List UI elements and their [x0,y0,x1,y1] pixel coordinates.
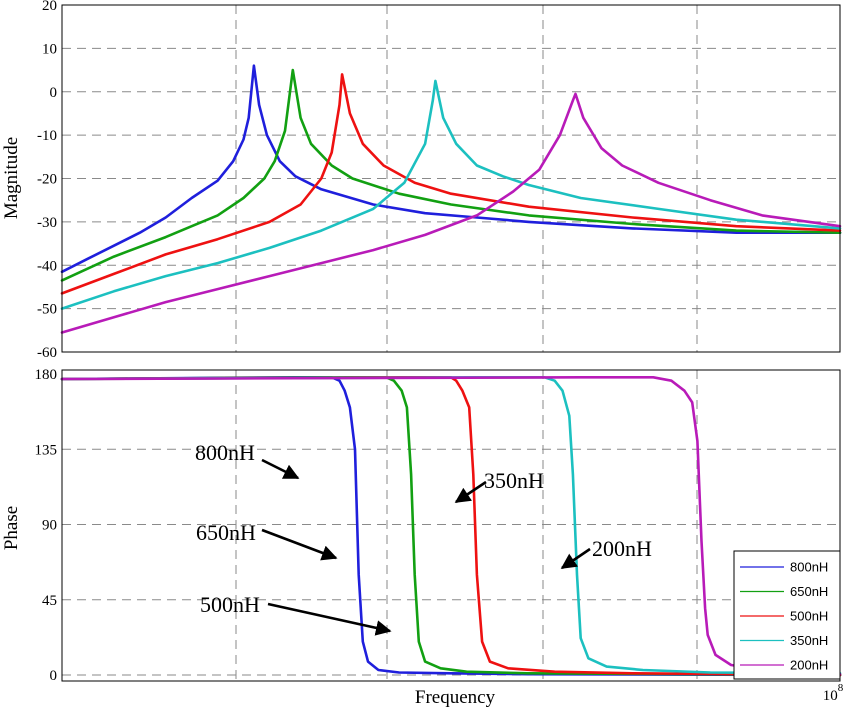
magnitude-y-tick-label: -60 [37,345,57,361]
x-tick-base: 10 [823,688,838,704]
phase-frame [61,369,841,682]
magnitude-y-tick-label: -50 [37,302,57,318]
magnitude-y-tick-label: -40 [37,258,57,274]
phase-y-tick-label: 135 [35,442,58,458]
magnitude-y-tick-label: 0 [50,85,58,101]
magnitude-y-tick-label: 20 [42,0,57,14]
annotation-label-500nH: 500nH [200,592,260,617]
legend-label-800nH: 800nH [790,560,828,575]
legend-label-650nH: 650nH [790,584,828,599]
magnitude-y-ticks: 20 10 0 -10 -20 -30 -40 -50 -60 [37,0,57,361]
phase-y-ticks: 180 135 90 45 0 [35,367,58,684]
phase-y-tick-label: 180 [35,367,58,383]
magnitude-y-tick-label: -10 [37,128,57,144]
legend-box [733,550,841,680]
annotation-label-800nH: 800nH [195,440,255,465]
phase-panel: 180 135 90 45 0 Phase Frequency 108 800nH 650… [1,367,844,708]
phase-y-tick-label: 45 [42,593,57,609]
annotation-label-200nH: 200nH [592,536,652,561]
magnitude-y-tick-label: 10 [42,41,57,57]
magnitude-line-200nH [60,92,842,334]
magnitude-line-800nH [60,64,842,274]
legend-label-200nH: 200nH [790,658,828,673]
annotation-label-350nH: 350nH [484,468,544,493]
magnitude-line-650nH [60,68,842,282]
magnitude-y-tick-label: -20 [37,172,57,188]
phase-y-axis-label: Phase [1,506,22,550]
legend: 800nH 650nH 500nH 350nH 200nH [733,550,841,680]
phase-y-tick-label: 90 [42,518,57,534]
x-axis-label: Frequency [415,687,496,708]
magnitude-grid [62,5,840,352]
magnitude-frame [61,4,841,353]
annotation-arrow-800nH [261,458,300,480]
legend-label-350nH: 350nH [790,633,828,648]
magnitude-line-350nH [60,79,842,310]
phase-plot-area [62,370,840,681]
annotation-arrow-500nH [267,602,392,636]
x-tick-label-last: 108 [823,682,844,704]
magnitude-series-group [60,64,842,334]
magnitude-line-500nH [60,73,842,295]
annotation-arrow-200nH [560,547,591,570]
magnitude-y-tick-label: -30 [37,215,57,231]
legend-label-500nH: 500nH [790,609,828,624]
magnitude-y-axis-label: Magnitude [1,137,22,219]
phase-y-tick-label: 0 [50,668,58,684]
phase-annotations: 800nH 650nH 500nH 350nH 200nH [195,440,652,636]
annotation-arrow-350nH [454,480,487,504]
annotation-arrow-650nH [261,528,338,561]
x-tick-exponent: 8 [838,682,844,694]
annotation-label-650nH: 650nH [196,520,256,545]
